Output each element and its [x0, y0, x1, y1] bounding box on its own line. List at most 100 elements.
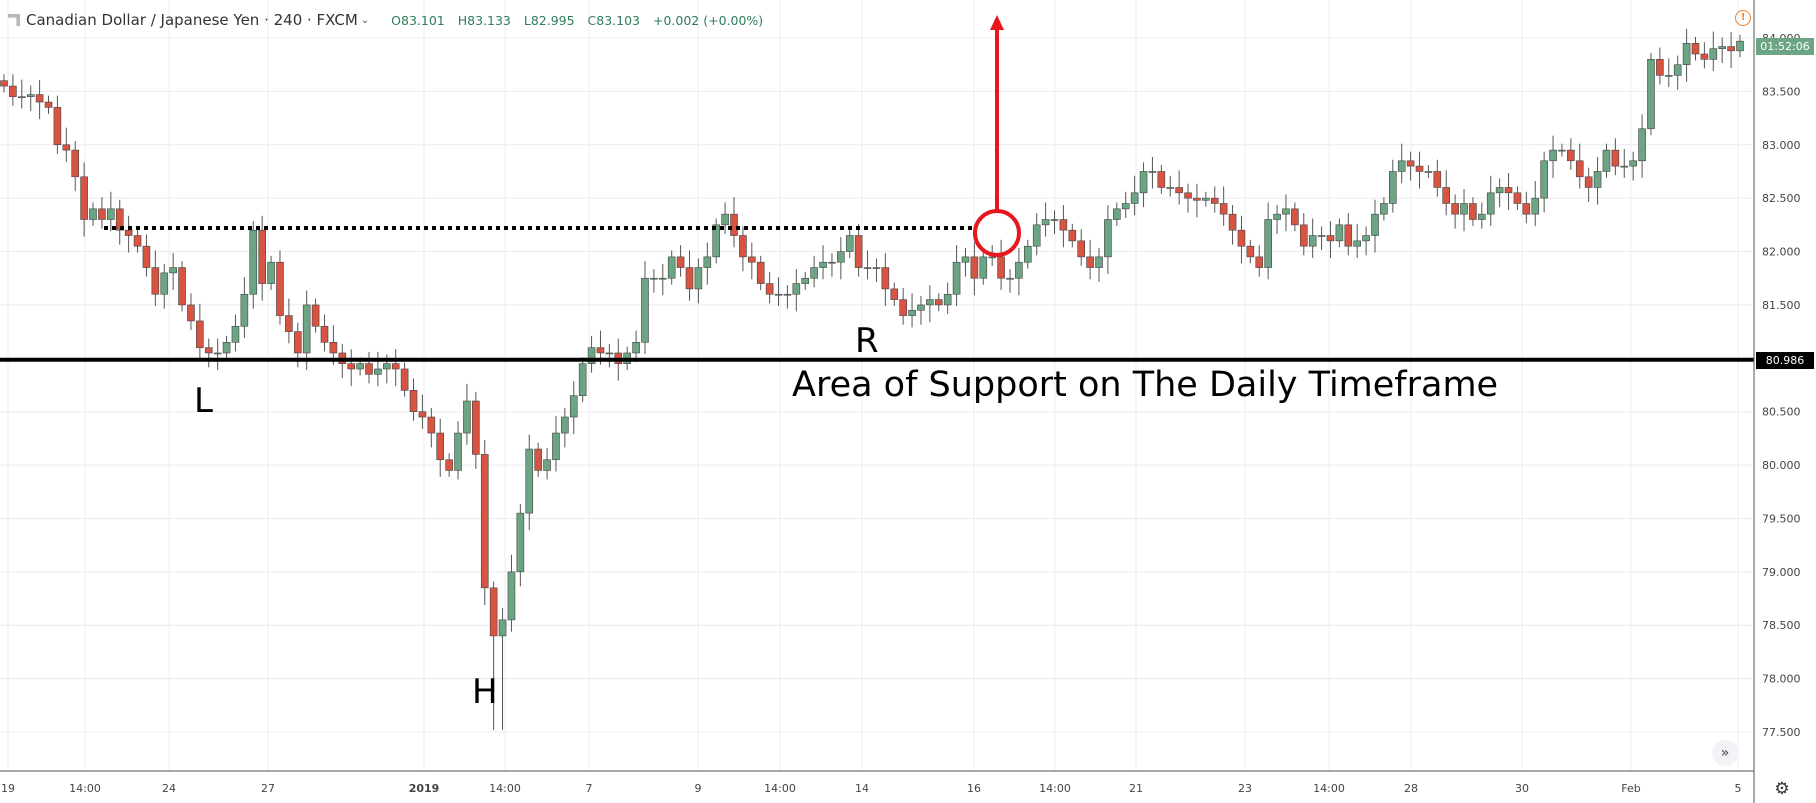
candle-body	[1139, 171, 1148, 194]
candle-body	[1602, 149, 1611, 172]
candle-body	[1691, 43, 1700, 55]
warning-icon[interactable]: !	[1735, 10, 1751, 26]
gear-icon[interactable]: ⚙	[1774, 779, 1790, 799]
candle-body	[552, 432, 560, 461]
candle-body	[1460, 203, 1468, 215]
candle-body	[863, 267, 872, 269]
candle-body	[1638, 128, 1646, 162]
candle-body	[418, 411, 427, 418]
candle-body	[792, 283, 801, 295]
chevron-down-icon[interactable]: ⌄	[360, 14, 370, 26]
x-tick-label: 9	[695, 782, 702, 795]
x-tick-label: 2019	[409, 782, 440, 795]
candle-body	[1113, 208, 1121, 220]
candle-body	[80, 176, 88, 220]
candle-body	[1193, 197, 1201, 201]
candle-body	[1611, 149, 1620, 167]
candle-body	[1415, 165, 1424, 172]
candle-body	[703, 256, 712, 268]
candle-body	[890, 288, 899, 300]
candle-body	[391, 363, 400, 370]
low-value: L82.995	[523, 12, 575, 28]
candle-body	[454, 432, 462, 471]
candle-body	[347, 363, 356, 370]
x-tick-label: 14	[855, 782, 869, 795]
double-chevron-icon[interactable]: »	[1712, 740, 1738, 766]
candle-body	[1326, 235, 1335, 242]
candle-body	[302, 304, 311, 354]
candle-body	[89, 208, 97, 220]
x-tick-label: 16	[967, 782, 981, 795]
x-tick-label: 5	[1735, 782, 1742, 795]
candle-body	[1246, 245, 1255, 258]
candle-body	[1335, 224, 1344, 242]
candle-body	[1006, 277, 1014, 280]
y-tick-label: 83.500	[1762, 85, 1801, 98]
candle-body	[311, 304, 320, 327]
candle-body	[1130, 192, 1139, 204]
candle-body	[1718, 46, 1726, 49]
open-value: O83.101	[391, 12, 445, 28]
candle-body	[1068, 229, 1077, 242]
candle-body	[1442, 187, 1451, 204]
candle-body	[765, 283, 774, 295]
candle-body	[1050, 219, 1059, 221]
candle-body	[1291, 208, 1299, 226]
candle-body	[1549, 149, 1557, 162]
candle-body	[98, 208, 106, 220]
candle-body	[739, 235, 747, 258]
candle-body	[1380, 203, 1388, 215]
symbol-icon	[8, 14, 20, 26]
candle-body	[240, 293, 249, 327]
candle-body	[534, 448, 542, 471]
candle-body	[1219, 203, 1228, 215]
candle-body	[525, 448, 534, 514]
candle-body	[1210, 197, 1219, 204]
y-tick-label: 79.000	[1762, 566, 1801, 579]
candle-body	[472, 400, 480, 455]
y-tick-label: 82.000	[1762, 246, 1801, 259]
candle-body	[1504, 187, 1513, 194]
candle-body	[561, 416, 569, 434]
candle-body	[730, 213, 738, 236]
candle-body	[774, 293, 783, 296]
candle-body	[1531, 197, 1540, 215]
candle-body	[1486, 192, 1495, 215]
candle-body	[1397, 160, 1406, 172]
candle-body	[1558, 149, 1566, 152]
x-tick-label: 19	[1, 782, 15, 795]
candle-body	[26, 94, 35, 98]
candle-body	[1121, 203, 1130, 210]
candle-body	[712, 224, 721, 258]
candle-body	[142, 245, 151, 268]
candle-body	[1202, 197, 1210, 201]
candle-body	[1673, 64, 1682, 76]
candle-body	[516, 512, 525, 573]
candle-body	[569, 395, 578, 418]
y-tick-label: 80.000	[1762, 459, 1801, 472]
candle-body	[427, 416, 436, 434]
candle-body	[1255, 256, 1264, 268]
chart-header: Canadian Dollar / Japanese Yen · 240 · F…	[8, 10, 772, 30]
candle-body	[819, 261, 827, 268]
high-value: H83.133	[457, 12, 511, 28]
candle-body	[1059, 219, 1068, 231]
candle-body	[926, 299, 934, 306]
candle-body	[650, 277, 658, 280]
candle-body	[18, 96, 26, 99]
candle-body	[1495, 187, 1504, 194]
support-level-tag: 80.986	[1756, 352, 1814, 369]
close-value: C83.103	[587, 12, 641, 28]
candle-body	[748, 256, 756, 263]
candle-body	[810, 267, 818, 279]
candle-body	[9, 85, 17, 98]
candle-body	[0, 80, 8, 87]
symbol-title[interactable]: Canadian Dollar / Japanese Yen · 240 · F…	[26, 11, 358, 29]
x-tick-label: Feb	[1621, 782, 1640, 795]
candle-body	[908, 309, 916, 316]
candle-body	[445, 459, 453, 471]
candle-body	[1478, 213, 1486, 220]
candle-body	[1317, 235, 1326, 237]
